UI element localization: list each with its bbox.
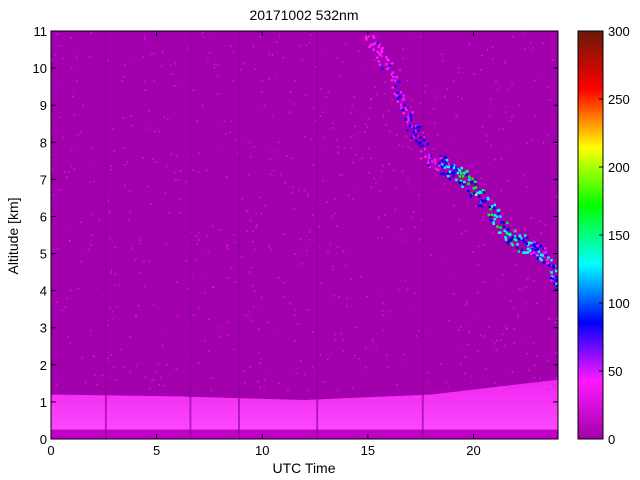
y-tick-label: 8 [40, 135, 47, 150]
y-tick-label: 9 [40, 98, 47, 113]
ground-strip [51, 429, 558, 439]
colorbar-axis: 0 50 100 150 200 250 300 [599, 24, 630, 447]
x-tick-label: 0 [47, 443, 54, 458]
y-tick-label: 11 [34, 24, 48, 39]
colorbar [577, 30, 604, 440]
y-tick-label: 7 [40, 172, 47, 187]
x-axis: 0 5 10 15 20 [47, 31, 481, 458]
plot-area [51, 31, 558, 439]
x-tick-label: 5 [153, 443, 160, 458]
x-axis-label: UTC Time [273, 460, 336, 476]
x-tick-label: 20 [466, 443, 480, 458]
y-tick-label: 3 [40, 321, 47, 336]
plot-frame [50, 30, 559, 440]
y-tick-label: 10 [33, 61, 47, 76]
colorbar-tick-label: 200 [608, 160, 630, 175]
colorbar-tick-label: 300 [608, 24, 630, 39]
boundary-layer [51, 379, 558, 430]
plot-background [51, 31, 558, 439]
y-axis: 0 1 2 3 4 5 6 7 8 9 10 11 [33, 24, 558, 447]
y-tick-label: 6 [40, 209, 47, 224]
colorbar-tick-label: 250 [608, 92, 630, 107]
colorbar-tick-label: 0 [608, 432, 615, 447]
y-tick-label: 2 [40, 358, 47, 373]
profile-gaps [104, 31, 424, 439]
y-tick-label: 5 [40, 247, 47, 262]
colorbar-tick-label: 100 [608, 296, 630, 311]
x-tick-label: 10 [255, 443, 269, 458]
y-tick-label: 1 [40, 395, 47, 410]
y-axis-label: Altitude [km] [5, 197, 21, 274]
colorbar-tick-label: 50 [608, 364, 622, 379]
y-tick-label: 4 [40, 284, 47, 299]
x-tick-label: 15 [361, 443, 375, 458]
y-tick-label: 0 [40, 432, 47, 447]
colorbar-tick-label: 150 [608, 228, 630, 243]
chart-title: 20171002 532nm [250, 7, 359, 23]
